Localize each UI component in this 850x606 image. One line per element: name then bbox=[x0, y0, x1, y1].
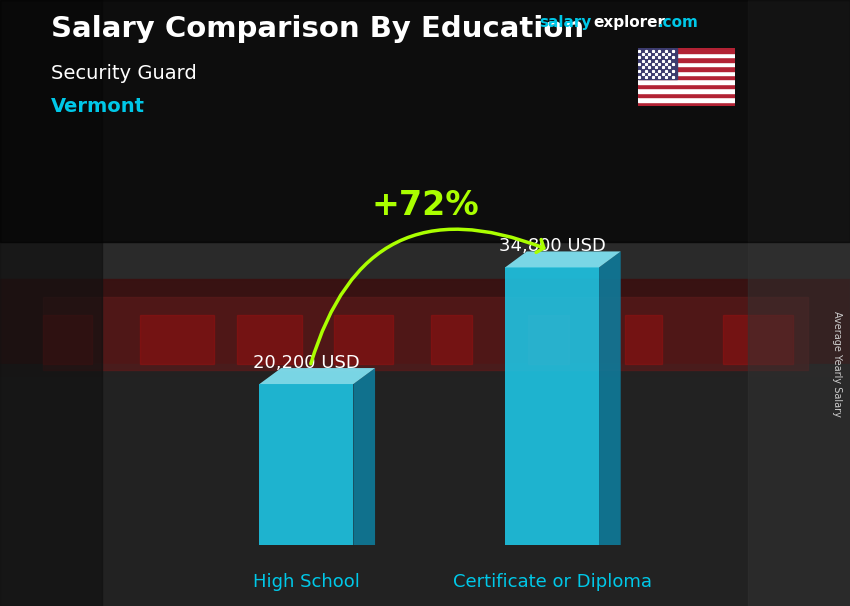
Bar bbox=[638, 102, 735, 106]
Bar bbox=[626, 315, 662, 364]
Bar bbox=[638, 66, 735, 71]
Bar bbox=[0, 0, 850, 242]
Polygon shape bbox=[259, 368, 375, 384]
Polygon shape bbox=[505, 267, 599, 545]
Bar bbox=[638, 75, 735, 79]
Polygon shape bbox=[505, 251, 620, 267]
Bar bbox=[748, 0, 850, 606]
Bar bbox=[638, 53, 735, 58]
Bar bbox=[139, 315, 214, 364]
Bar bbox=[638, 48, 677, 79]
Polygon shape bbox=[354, 368, 375, 545]
Text: Security Guard: Security Guard bbox=[51, 64, 196, 82]
Bar bbox=[638, 79, 735, 84]
Bar bbox=[638, 48, 735, 53]
Bar bbox=[528, 315, 569, 364]
Text: Certificate or Diploma: Certificate or Diploma bbox=[452, 573, 652, 591]
Text: .com: .com bbox=[658, 15, 699, 30]
Bar bbox=[638, 71, 735, 75]
Bar bbox=[42, 297, 807, 370]
Bar bbox=[638, 88, 735, 93]
Text: 20,200 USD: 20,200 USD bbox=[253, 354, 360, 372]
Bar bbox=[0, 364, 850, 606]
Polygon shape bbox=[259, 384, 354, 545]
Bar bbox=[0, 279, 850, 376]
Bar bbox=[638, 84, 735, 88]
Bar bbox=[0, 0, 850, 242]
Bar bbox=[638, 97, 735, 102]
Bar bbox=[638, 58, 735, 62]
Bar bbox=[42, 315, 93, 364]
Polygon shape bbox=[599, 251, 620, 545]
Text: 34,800 USD: 34,800 USD bbox=[499, 238, 605, 256]
Bar bbox=[237, 315, 302, 364]
Text: Average Yearly Salary: Average Yearly Salary bbox=[832, 311, 842, 416]
Text: +72%: +72% bbox=[371, 188, 479, 222]
Text: High School: High School bbox=[253, 573, 360, 591]
Bar bbox=[638, 93, 735, 97]
Text: Vermont: Vermont bbox=[51, 97, 145, 116]
Bar bbox=[638, 62, 735, 66]
Bar bbox=[722, 315, 793, 364]
Bar bbox=[0, 0, 102, 606]
Bar bbox=[334, 315, 394, 364]
Text: Salary Comparison By Education: Salary Comparison By Education bbox=[51, 15, 584, 43]
Text: salary: salary bbox=[540, 15, 592, 30]
Bar bbox=[431, 315, 472, 364]
Text: explorer: explorer bbox=[593, 15, 666, 30]
